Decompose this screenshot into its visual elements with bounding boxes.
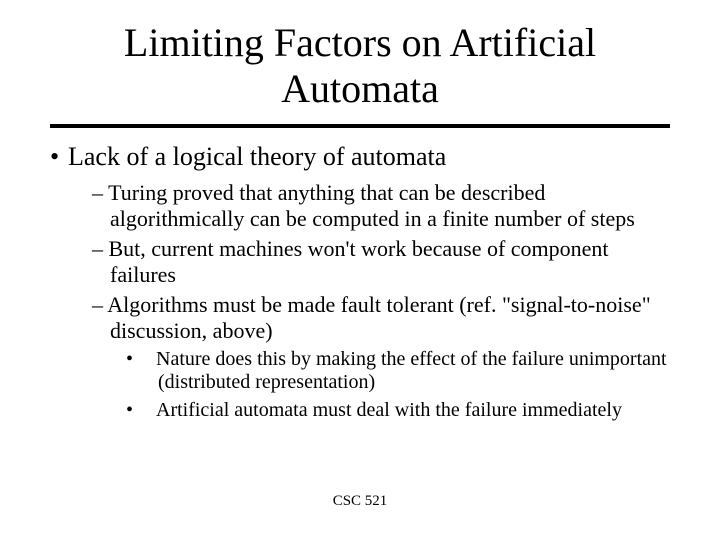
bullet-level-2: – Turing proved that anything that can b… xyxy=(92,180,670,232)
subsub-1-text: Nature does this by making the effect of… xyxy=(156,348,667,394)
title-underline xyxy=(50,124,670,128)
bullet-dot-icon: • xyxy=(50,142,68,172)
subsub-2-text: Artificial automata must deal with the f… xyxy=(156,399,622,421)
bullet-dot-icon: • xyxy=(142,348,156,372)
slide: Limiting Factors on Artificial Automata … xyxy=(0,0,720,540)
bullet-level-2: – But, current machines won't work becau… xyxy=(92,236,670,288)
bullet-level-1: •Lack of a logical theory of automata xyxy=(50,142,670,172)
title-line-2: Automata xyxy=(281,66,439,111)
slide-footer: CSC 521 xyxy=(0,493,720,510)
sub-1-text: – Turing proved that anything that can b… xyxy=(92,180,635,231)
bullet-dot-icon: • xyxy=(142,399,156,423)
slide-title: Limiting Factors on Artificial Automata xyxy=(50,20,670,112)
bullet-1-text: Lack of a logical theory of automata xyxy=(68,142,446,171)
bullet-level-2: – Algorithms must be made fault tolerant… xyxy=(92,292,670,344)
sub-2-text: – But, current machines won't work becau… xyxy=(92,236,609,287)
title-line-1: Limiting Factors on Artificial xyxy=(124,20,596,65)
bullet-level-3: •Nature does this by making the effect o… xyxy=(142,348,670,395)
sub-3-text: – Algorithms must be made fault tolerant… xyxy=(92,292,651,343)
bullet-level-3: •Artificial automata must deal with the … xyxy=(142,399,670,423)
